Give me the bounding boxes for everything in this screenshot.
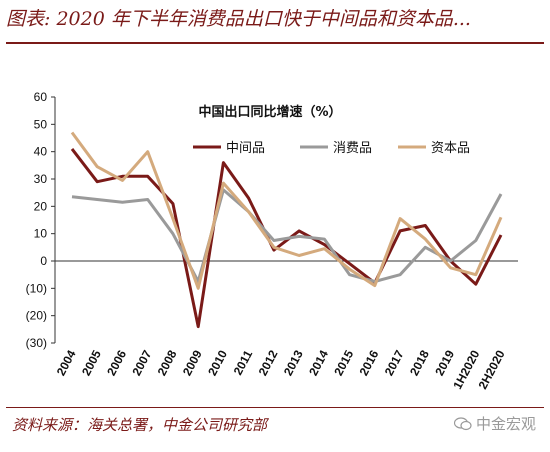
series-line-1 xyxy=(71,188,503,283)
x-tick-label: 2012 xyxy=(256,348,281,378)
series-lines xyxy=(70,131,503,329)
x-tick-label: 2009 xyxy=(180,348,205,378)
y-tick-label: (10) xyxy=(26,281,47,295)
x-tick-label: 2008 xyxy=(155,348,180,378)
x-tick-label: 2013 xyxy=(281,348,306,378)
y-tick-label: 40 xyxy=(34,145,48,159)
watermark-text: 中金宏观 xyxy=(475,415,536,433)
legend-label: 消费品 xyxy=(333,141,372,156)
figure-title: 图表: 2020 年下半年消费品出口快于中间品和资本品... xyxy=(6,8,471,30)
x-tick-label: 2018 xyxy=(407,348,432,378)
x-tick-label: 2015 xyxy=(331,348,356,378)
x-tick-label: 2011 xyxy=(231,348,256,378)
x-tick-label: 2010 xyxy=(205,348,230,378)
y-tick-label: (20) xyxy=(26,309,47,323)
title-divider xyxy=(6,42,544,44)
x-tick-label: 2005 xyxy=(79,348,104,378)
y-tick-label: 20 xyxy=(34,199,48,213)
legend: 中间品 消费品 资本品 xyxy=(193,141,470,156)
legend-label: 资本品 xyxy=(431,141,470,156)
x-tick-label: 2016 xyxy=(357,348,382,378)
source-note: 资料来源：海关总署，中金公司研究部 xyxy=(12,416,268,434)
legend-label: 中间品 xyxy=(226,141,265,156)
y-tick-label: 30 xyxy=(34,172,48,186)
y-tick-label: 50 xyxy=(34,117,48,131)
watermark: 中金宏观 xyxy=(453,413,536,434)
x-tick-label: 2004 xyxy=(54,348,79,378)
y-tick-label: 0 xyxy=(40,254,47,268)
chart-title: 中国出口同比增速（%） xyxy=(198,104,341,120)
x-tick-label: 2017 xyxy=(382,348,407,378)
series-line-0 xyxy=(70,147,503,329)
x-tick-label: 2019 xyxy=(432,348,457,378)
x-tick-label: 2006 xyxy=(104,348,129,378)
chat-bubble-icon xyxy=(453,416,472,430)
y-tick-label: (30) xyxy=(26,336,47,350)
x-tick-label: 2007 xyxy=(129,348,154,378)
y-tick-label: 10 xyxy=(34,227,48,241)
y-tick-label: 60 xyxy=(34,90,48,104)
x-tick-label: 2014 xyxy=(306,348,331,378)
footer-divider xyxy=(6,407,544,408)
series-line-2 xyxy=(70,131,503,290)
